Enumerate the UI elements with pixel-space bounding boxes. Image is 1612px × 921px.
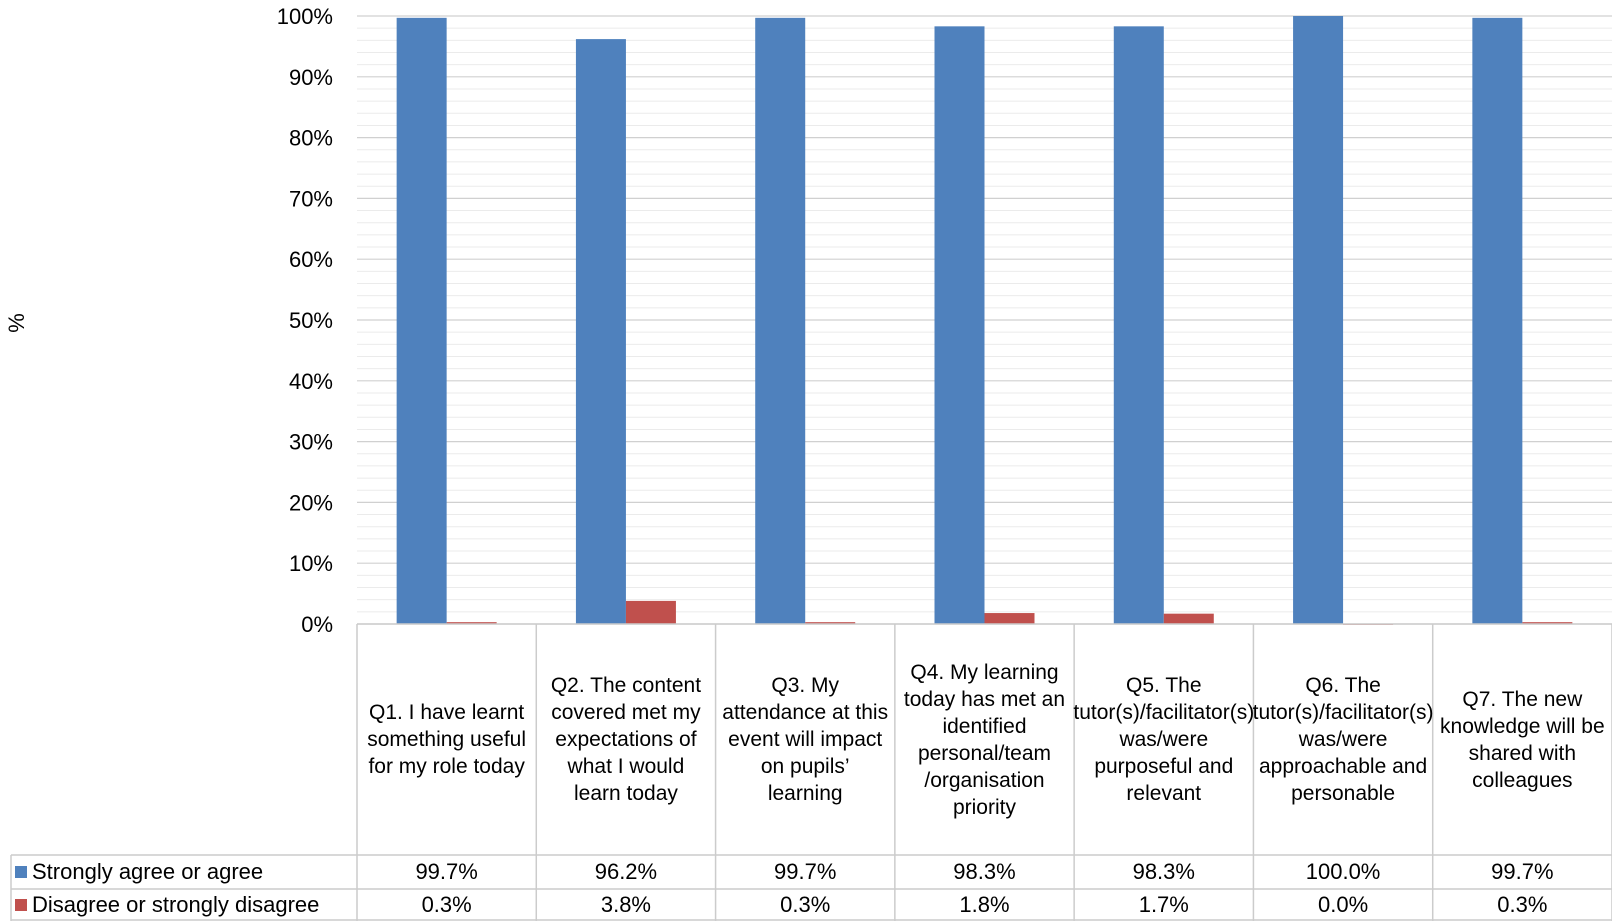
data-label: 0.0% [1317, 892, 1369, 917]
data-label: 98.3% [1132, 859, 1195, 884]
data-label: 3.8% [600, 892, 651, 917]
legend-label: Disagree or strongly disagree [32, 892, 320, 917]
legend-swatch [15, 866, 27, 878]
bar-disagree [625, 600, 676, 624]
x-category-label: Q3. My attendance at this event will imp… [722, 674, 889, 805]
y-tick-label: 0% [301, 612, 333, 637]
x-category-label: Q7. The new knowledge will be shared wit… [1440, 687, 1605, 792]
x-category-label: Q6. The tutor(s)/facilitator(s) was/were… [1252, 674, 1434, 805]
data-label: 0.3% [421, 892, 472, 917]
y-tick-label: 60% [289, 247, 333, 272]
bar-disagree [446, 622, 497, 624]
y-tick-label: 30% [289, 430, 333, 455]
y-tick-label: 40% [289, 369, 333, 394]
data-label: 99.7% [774, 859, 837, 884]
data-label: 99.7% [1491, 859, 1554, 884]
bars [396, 16, 1573, 625]
y-tick-label: 90% [289, 65, 333, 90]
legend-entry: Disagree or strongly disagree [11, 889, 319, 921]
y-tick-label: 10% [289, 551, 333, 576]
bar-agree [755, 17, 806, 625]
data-label: 0.3% [1497, 892, 1548, 917]
data-label: 98.3% [953, 859, 1016, 884]
data-label: 1.8% [959, 892, 1010, 917]
y-tick-label: 20% [289, 490, 333, 515]
data-label: 0.3% [780, 892, 831, 917]
data-table-lines [10, 623, 1612, 921]
y-axis-title: % [4, 313, 29, 333]
data-label: 99.7% [415, 859, 478, 884]
bar-agree [1293, 16, 1344, 624]
bar-agree [396, 17, 447, 625]
bar-agree [575, 39, 626, 624]
x-category-label: Q2. The content covered met my expectati… [550, 674, 702, 805]
x-category-label: Q4. My learning today has met an identif… [903, 660, 1066, 819]
y-axis-ticks: 0% 10% 20% 30% 40% 50% 60% 70% 80% 90% 100% [277, 4, 333, 637]
x-category-label: Q5. The tutor(s)/facilitator(s) was/were… [1073, 674, 1255, 805]
y-tick-label: 80% [289, 126, 333, 151]
bar-agree [934, 26, 985, 625]
bar-agree [1472, 17, 1523, 625]
legend-entry: Strongly agree or agree [11, 855, 263, 889]
data-label: 100.0% [1305, 859, 1381, 884]
x-category-label: Q1. I have learnt something useful for m… [367, 701, 527, 778]
y-tick-label: 70% [289, 186, 333, 211]
data-label: 96.2% [594, 859, 658, 884]
y-tick-label: 100% [277, 4, 333, 29]
bar-disagree [1163, 613, 1214, 624]
legend-label: Strongly agree or agree [32, 859, 264, 884]
bar-disagree [984, 613, 1035, 624]
data-label: 1.7% [1138, 892, 1189, 917]
legend-swatch [15, 899, 27, 911]
bar-agree [1113, 26, 1164, 625]
bar-disagree [805, 622, 856, 624]
bar-disagree [1522, 622, 1573, 624]
y-tick-label: 50% [289, 308, 333, 333]
